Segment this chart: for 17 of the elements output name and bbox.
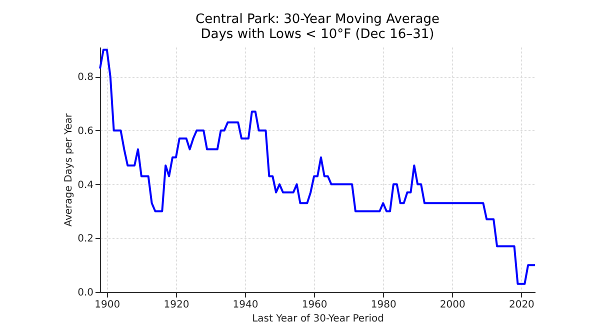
y-axis-title: Average Days per Year xyxy=(64,112,75,227)
line-series xyxy=(99,48,536,285)
y-tick-label: 0.6 xyxy=(78,126,94,137)
x-tick-label: 1980 xyxy=(370,300,396,310)
y-tick-label: 0.0 xyxy=(78,288,94,298)
y-tick-label: 0.4 xyxy=(78,180,94,191)
chart-title: Central Park: 30-Year Moving Average xyxy=(196,12,440,27)
x-tick-label: 1940 xyxy=(232,300,258,310)
y-tick-label: 0.8 xyxy=(78,72,94,84)
y-tick-label: 0.2 xyxy=(78,234,94,245)
x-tick-label: 1900 xyxy=(94,300,120,310)
x-tick-label: 1920 xyxy=(164,300,190,310)
chart-subtitle: Days with Lows < 10°F (Dec 16–31) xyxy=(200,27,434,42)
x-axis-title: Last Year of 30-Year Period xyxy=(252,314,384,324)
x-tick-label: 2020 xyxy=(508,300,534,310)
x-tick-label: 1960 xyxy=(302,300,328,310)
x-tick-label: 2000 xyxy=(440,300,466,310)
